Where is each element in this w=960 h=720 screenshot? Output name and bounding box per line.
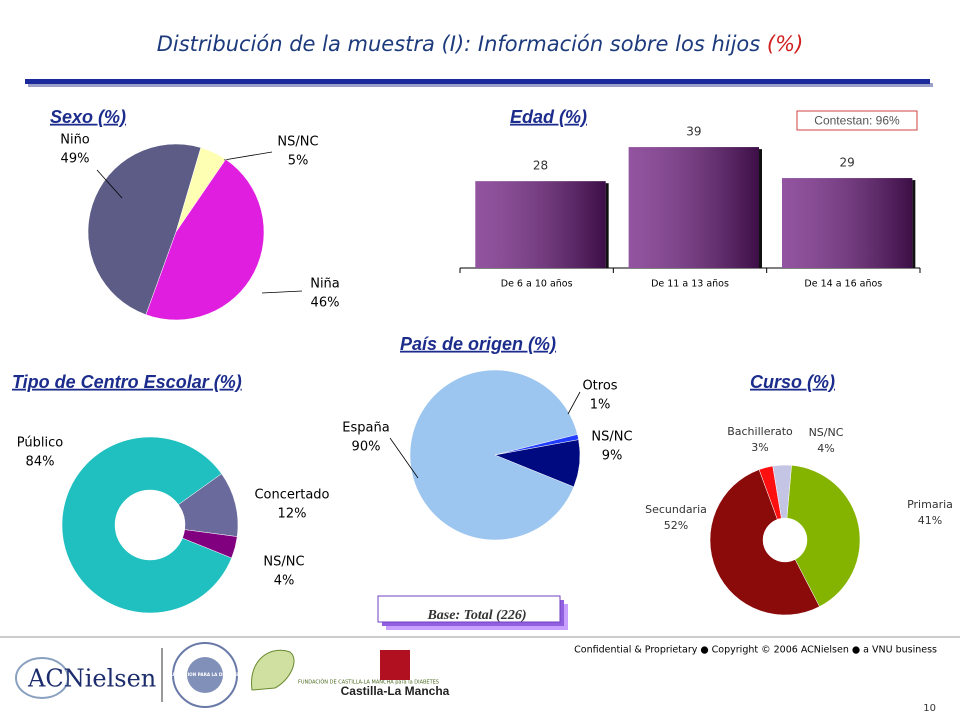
- logo-castilla-fund: FUNDACIÓN DE CASTILLA-LA MANCHA para la …: [298, 679, 439, 686]
- logo-fundacion: [172, 642, 238, 708]
- slice-value: 84%: [26, 455, 55, 470]
- leader-line: [223, 151, 273, 161]
- slice-label: Bachillerato: [727, 425, 793, 438]
- slice-value: 41%: [918, 514, 942, 527]
- base-box: [377, 595, 561, 623]
- slice: [786, 465, 861, 607]
- logo-acnielsen: ACNielsen: [27, 665, 156, 693]
- slice-value: 5%: [288, 154, 309, 169]
- slice-label: Niña: [310, 277, 340, 292]
- slice-value: 4%: [817, 442, 834, 455]
- slice-value: 4%: [274, 574, 295, 589]
- slice: [182, 529, 238, 559]
- title-rule-shadow: [28, 83, 933, 87]
- slice-value: 49%: [61, 152, 90, 167]
- x-tick-label: De 6 a 10 años: [501, 279, 573, 290]
- bar-edge: [605, 183, 609, 268]
- leader-line: [261, 290, 303, 294]
- slide-title: Distribución de la muestra (I): Informac…: [157, 32, 804, 56]
- slice-label: NS/NC: [591, 430, 632, 445]
- slice-value: 3%: [751, 441, 768, 454]
- logo-fundacion-text: FUNDACION PARA LA DIABETES: [168, 672, 242, 677]
- slice: [61, 436, 232, 614]
- chart-title: Sexo (%): [50, 107, 126, 127]
- slice-label: España: [342, 421, 389, 436]
- slice: [709, 469, 820, 616]
- data-label: 39: [686, 125, 701, 139]
- slice-label: NS/NC: [277, 135, 318, 150]
- bar-edge: [759, 149, 762, 268]
- logo-swoosh: [15, 657, 69, 699]
- slice-label: Niño: [60, 133, 90, 148]
- slice-value: 12%: [278, 507, 307, 522]
- slice-value: 9%: [602, 449, 623, 464]
- annotation: Contestan: 96%: [814, 114, 900, 128]
- slice-value: 1%: [590, 398, 611, 413]
- bar-edge: [912, 180, 916, 268]
- leader-line: [389, 437, 419, 479]
- logo-crest: [380, 650, 410, 680]
- slice-value: 46%: [311, 296, 340, 311]
- leader-line: [567, 391, 581, 415]
- logo-clm: Castilla-La Mancha: [341, 684, 450, 698]
- slice-label: Otros: [582, 379, 617, 394]
- x-tick-label: De 14 a 16 años: [804, 279, 882, 290]
- slice-value: 52%: [664, 519, 688, 532]
- slice: [772, 464, 792, 519]
- leader-line: [96, 169, 123, 199]
- slice: [87, 143, 202, 316]
- bar-shade: [782, 178, 913, 268]
- bar-shade: [628, 147, 759, 268]
- slice-label: Secundaria: [645, 503, 707, 516]
- slice: [409, 369, 578, 541]
- slice-label: NS/NC: [809, 426, 844, 439]
- chart-title: País de origen (%): [400, 334, 556, 354]
- chart-title: Curso (%): [750, 372, 835, 392]
- slice-label: Público: [17, 436, 63, 451]
- slice-label: NS/NC: [263, 555, 304, 570]
- page-number: 10: [923, 703, 936, 714]
- chart-title: Edad (%): [510, 107, 587, 127]
- slice: [145, 159, 265, 321]
- x-tick-label: De 11 a 13 años: [651, 279, 729, 290]
- slice-label: Concertado: [254, 488, 329, 503]
- confidential: Confidential & Proprietary ● Copyright ©…: [574, 645, 937, 656]
- annotation-box: [796, 110, 918, 131]
- bar-shade: [475, 181, 606, 268]
- title-unit: (%): [767, 32, 803, 56]
- slice: [494, 439, 581, 488]
- data-label: 28: [533, 159, 548, 173]
- title-text: Distribución de la muestra (I): Informac…: [157, 32, 761, 56]
- logo-fundacion-mark: [187, 657, 223, 693]
- base-note: Base: Total (226): [426, 608, 526, 623]
- title-rule: [25, 79, 930, 84]
- slice-label: Primaria: [907, 498, 953, 511]
- chart-title: Tipo de Centro Escolar (%): [12, 372, 242, 392]
- data-label: 29: [840, 156, 855, 170]
- slice-value: 90%: [352, 440, 381, 455]
- logo-leaf: [251, 649, 295, 691]
